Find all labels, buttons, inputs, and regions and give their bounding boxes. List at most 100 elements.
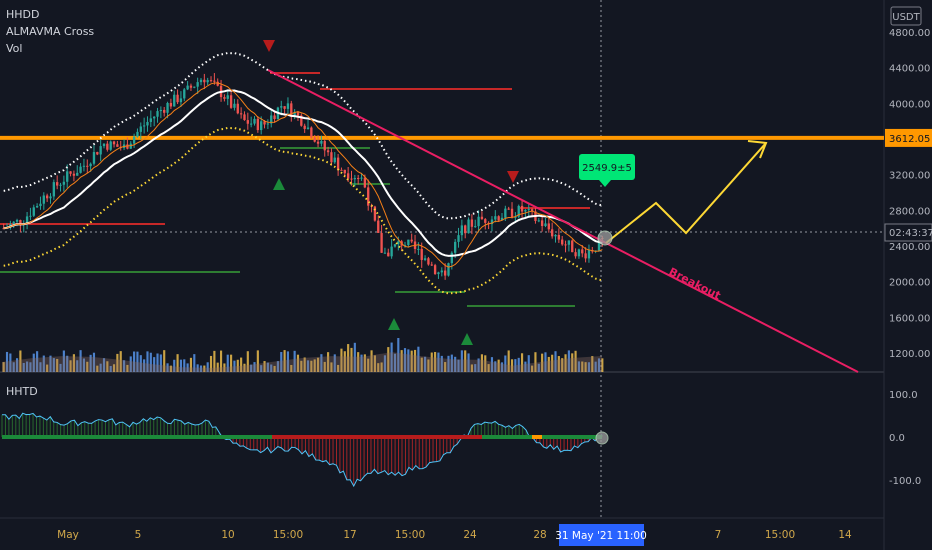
- ma-orange-line: [3, 82, 603, 268]
- candle-body: [209, 80, 213, 82]
- candle-body: [52, 182, 56, 197]
- volume-bar: [470, 364, 473, 372]
- projection-path: [605, 142, 767, 244]
- candle-body: [106, 143, 109, 150]
- oscillator-legend: HHTD: [6, 383, 38, 400]
- symbol-title[interactable]: HHDD: [6, 8, 40, 21]
- candle-body: [42, 195, 45, 204]
- volume-bar: [12, 362, 15, 372]
- candle-body: [377, 220, 380, 233]
- volume-bar: [363, 354, 366, 372]
- candle-body: [457, 235, 460, 242]
- zero-line-segment: [262, 435, 272, 439]
- volume-bar: [587, 362, 591, 372]
- zero-line-segment: [72, 435, 82, 439]
- candle-body: [132, 136, 136, 144]
- volume-bar: [246, 351, 249, 372]
- oscillator-line: [1, 412, 603, 488]
- volume-bar: [96, 365, 99, 372]
- volume-bar: [514, 359, 517, 372]
- candle-body: [169, 102, 173, 107]
- zero-line-segment: [472, 435, 482, 439]
- zero-line-segment: [392, 435, 402, 439]
- countdown-label: 02:43:37: [889, 228, 932, 239]
- volume-bar: [240, 357, 243, 372]
- candle-body: [410, 239, 413, 242]
- volume-bar: [494, 361, 497, 372]
- candle-body: [447, 263, 450, 276]
- price-bubble-pointer: [599, 180, 611, 187]
- candle-body: [2, 228, 5, 230]
- zero-line-segment: [102, 435, 112, 439]
- volume-bars: [2, 338, 604, 372]
- volume-bar: [544, 352, 547, 372]
- candle-body: [343, 169, 346, 174]
- volume-bar: [2, 362, 5, 372]
- candle-body: [397, 241, 400, 245]
- volume-bar: [601, 358, 604, 372]
- volume-bar: [233, 360, 236, 372]
- candle-body: [584, 253, 587, 259]
- oscillator-label[interactable]: HHTD: [6, 385, 38, 398]
- candle-body: [306, 127, 310, 129]
- candle-body: [423, 258, 427, 260]
- volume-bar: [149, 352, 152, 372]
- volume-bar: [417, 346, 420, 372]
- zero-line-segment: [562, 435, 572, 439]
- candle-body: [159, 109, 163, 112]
- price-tick-label: 1600.00: [889, 313, 930, 324]
- volume-bar: [464, 350, 467, 372]
- candle-body: [66, 171, 69, 182]
- candle-body: [273, 115, 276, 120]
- volume-bar: [112, 364, 116, 372]
- candle-body: [193, 86, 196, 88]
- volume-bar: [46, 364, 49, 372]
- candle-body: [326, 150, 330, 153]
- volume-bar: [86, 361, 89, 372]
- zero-line-segment: [412, 435, 422, 439]
- candle-body: [567, 240, 571, 245]
- volume-bar: [49, 355, 52, 372]
- volume-bar: [166, 363, 169, 372]
- volume-bar: [290, 364, 293, 372]
- candle-body: [467, 219, 470, 234]
- candle-body: [530, 209, 534, 212]
- candle-body: [550, 229, 554, 237]
- oscillator-tick-label: -100.0: [889, 476, 921, 487]
- candle-body: [163, 109, 166, 113]
- unit-badge-label: USDT: [892, 12, 920, 23]
- price-tick-label: 4800.00: [889, 28, 930, 39]
- price-bubble-text: 2549.9±5: [582, 163, 632, 174]
- candle-body: [333, 157, 336, 163]
- volume-bar: [146, 351, 149, 372]
- candle-body: [186, 85, 189, 90]
- zero-line-segment: [572, 435, 582, 439]
- time-tick-label: 5: [135, 529, 142, 541]
- zero-line-segment: [2, 435, 12, 439]
- volume-bar: [273, 365, 276, 372]
- candle-body: [507, 208, 510, 210]
- candle-body: [323, 140, 326, 151]
- zero-line-segment: [82, 435, 92, 439]
- price-tick-label: 4400.00: [889, 64, 930, 75]
- volume-bar: [266, 362, 269, 372]
- volume-bar: [310, 360, 313, 372]
- candle-body: [82, 165, 86, 167]
- zero-line-segment: [152, 435, 162, 439]
- candle-body: [49, 196, 52, 199]
- volume-bar: [541, 353, 544, 372]
- price-tick-label: 1200.00: [889, 349, 930, 360]
- candle-body: [45, 195, 49, 199]
- volume-bar: [253, 362, 256, 372]
- oscillator-current-circle: [595, 431, 609, 445]
- volume-bar: [353, 342, 356, 372]
- indicator-label[interactable]: ALMAVMA Cross: [6, 25, 95, 38]
- candle-body: [524, 209, 527, 212]
- volume-bar: [487, 364, 490, 372]
- candle-body: [360, 177, 363, 179]
- volume-bar: [179, 359, 182, 372]
- volume-label[interactable]: Vol: [6, 42, 23, 55]
- time-tick-label: 15:00: [395, 529, 425, 541]
- time-tick-label: May: [57, 529, 79, 541]
